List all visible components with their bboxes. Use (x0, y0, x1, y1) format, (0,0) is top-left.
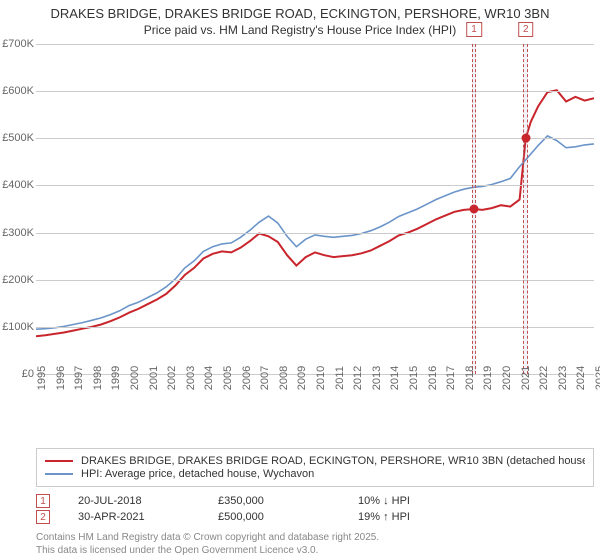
attribution-line2: This data is licensed under the Open Gov… (36, 545, 379, 558)
xtick-label: 2003 (185, 366, 197, 390)
sales-price-2: £500,000 (218, 511, 358, 523)
xtick-label: 1997 (73, 366, 85, 390)
legend-row-property: DRAKES BRIDGE, DRAKES BRIDGE ROAD, ECKIN… (45, 455, 585, 467)
xtick-label: 2022 (538, 366, 550, 390)
marker-band (523, 44, 528, 374)
ytick-label: £700K (0, 38, 34, 50)
xtick-label: 2006 (241, 366, 253, 390)
xtick-label: 2024 (575, 366, 587, 390)
xtick-label: 2017 (445, 366, 457, 390)
attribution-line1: Contains HM Land Registry data © Crown c… (36, 532, 379, 545)
xtick-label: 2008 (278, 366, 290, 390)
gridline-h (36, 44, 594, 45)
legend-swatch-hpi (45, 473, 73, 475)
plot-region: 12 (36, 44, 594, 374)
xtick-label: 2007 (259, 366, 271, 390)
sale-dot (470, 205, 479, 214)
xtick-label: 2014 (389, 366, 401, 390)
xtick-label: 2011 (334, 366, 346, 390)
xtick-label: 2023 (557, 366, 569, 390)
xtick-label: 2021 (520, 366, 532, 390)
xtick-label: 1995 (36, 366, 48, 390)
gridline-h (36, 185, 594, 186)
sales-marker-2: 2 (36, 510, 50, 524)
xtick-label: 2004 (203, 366, 215, 390)
gridline-h (36, 91, 594, 92)
xtick-label: 1996 (55, 366, 67, 390)
sale-dot (521, 134, 530, 143)
ytick-label: £200K (0, 274, 34, 286)
xtick-label: 2019 (482, 366, 494, 390)
sales-row-1: 1 20-JUL-2018 £350,000 10% ↓ HPI (36, 494, 594, 508)
ytick-label: £100K (0, 321, 34, 333)
attribution: Contains HM Land Registry data © Crown c… (36, 532, 379, 557)
xtick-label: 2015 (408, 366, 420, 390)
legend-label-hpi: HPI: Average price, detached house, Wych… (81, 468, 314, 480)
gridline-h (36, 280, 594, 281)
marker-label: 1 (466, 22, 482, 37)
sales-delta-2: 19% ↑ HPI (358, 511, 498, 523)
legend-swatch-property (45, 460, 73, 462)
xtick-label: 2018 (464, 366, 476, 390)
ytick-label: £600K (0, 85, 34, 97)
chart-area: 12 £0£100K£200K£300K£400K£500K£600K£700K… (0, 44, 600, 414)
ytick-label: £0 (0, 368, 34, 380)
ytick-label: £400K (0, 179, 34, 191)
series-property (36, 90, 594, 336)
ytick-label: £300K (0, 227, 34, 239)
xtick-label: 2000 (129, 366, 141, 390)
ytick-label: £500K (0, 132, 34, 144)
xtick-label: 2012 (352, 366, 364, 390)
title-block: DRAKES BRIDGE, DRAKES BRIDGE ROAD, ECKIN… (0, 0, 600, 37)
sales-row-2: 2 30-APR-2021 £500,000 19% ↑ HPI (36, 510, 594, 524)
legend: DRAKES BRIDGE, DRAKES BRIDGE ROAD, ECKIN… (36, 448, 594, 487)
xtick-label: 2013 (371, 366, 383, 390)
chart-container: DRAKES BRIDGE, DRAKES BRIDGE ROAD, ECKIN… (0, 0, 600, 560)
xtick-label: 2020 (501, 366, 513, 390)
sales-date-1: 20-JUL-2018 (78, 495, 218, 507)
line-canvas (36, 44, 594, 374)
legend-label-property: DRAKES BRIDGE, DRAKES BRIDGE ROAD, ECKIN… (81, 455, 585, 467)
sales-marker-1: 1 (36, 494, 50, 508)
xtick-label: 1998 (92, 366, 104, 390)
gridline-h (36, 233, 594, 234)
xtick-label: 2010 (315, 366, 327, 390)
gridline-h (36, 327, 594, 328)
sales-date-2: 30-APR-2021 (78, 511, 218, 523)
marker-label: 2 (518, 22, 534, 37)
title-address: DRAKES BRIDGE, DRAKES BRIDGE ROAD, ECKIN… (0, 6, 600, 21)
legend-row-hpi: HPI: Average price, detached house, Wych… (45, 468, 585, 480)
xtick-label: 2009 (296, 366, 308, 390)
gridline-h (36, 138, 594, 139)
sales-delta-1: 10% ↓ HPI (358, 495, 498, 507)
xtick-label: 2002 (166, 366, 178, 390)
sales-table: 1 20-JUL-2018 £350,000 10% ↓ HPI 2 30-AP… (36, 492, 594, 526)
title-subtitle: Price paid vs. HM Land Registry's House … (0, 23, 600, 37)
xtick-label: 1999 (110, 366, 122, 390)
sales-price-1: £350,000 (218, 495, 358, 507)
xtick-label: 2005 (222, 366, 234, 390)
xtick-label: 2016 (427, 366, 439, 390)
xtick-label: 2025 (594, 366, 600, 390)
xtick-label: 2001 (148, 366, 160, 390)
